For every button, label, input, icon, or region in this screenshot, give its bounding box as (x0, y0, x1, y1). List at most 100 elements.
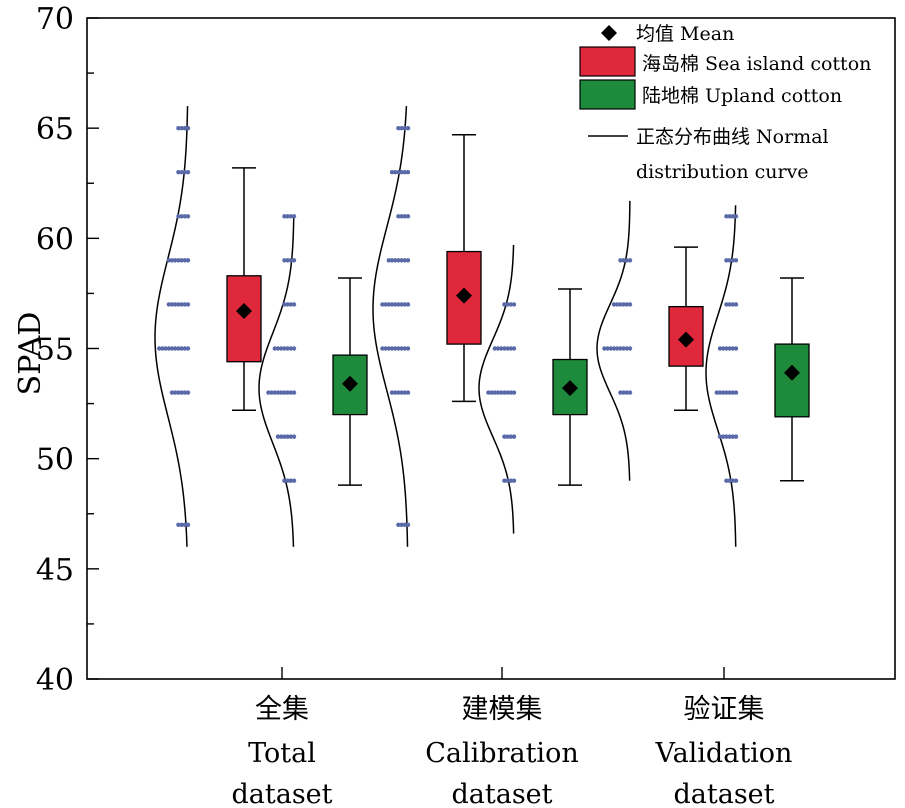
data-point (511, 478, 517, 483)
mean-marker (678, 331, 694, 348)
data-point (383, 302, 388, 307)
data-point (396, 258, 401, 263)
x-category-label-en2: dataset (231, 779, 332, 808)
mean-marker (456, 287, 472, 304)
data-point (402, 125, 407, 131)
x-category-label-en: Validation (655, 738, 793, 769)
data-point (730, 258, 735, 263)
data-point (272, 346, 277, 351)
data-point (386, 258, 391, 263)
data-point (173, 258, 178, 263)
data-point (393, 170, 398, 175)
data-point (279, 346, 284, 351)
data-point (179, 125, 184, 131)
data-point (166, 302, 171, 307)
data-point (285, 478, 290, 483)
data-point (605, 346, 610, 351)
data-point (185, 302, 191, 307)
data-point (724, 258, 729, 263)
data-point (499, 390, 504, 395)
data-point (269, 390, 274, 395)
data-point (402, 346, 407, 351)
y-tick-label: 65 (36, 112, 74, 147)
data-point (724, 390, 729, 395)
normal-distribution-curve (154, 106, 189, 547)
data-point (285, 390, 290, 395)
data-point (288, 258, 293, 263)
legend-upland-swatch (579, 79, 636, 110)
data-point (511, 346, 517, 351)
data-point (179, 390, 184, 395)
data-point (724, 346, 729, 351)
data-point (502, 434, 507, 439)
legend-mean-marker (601, 25, 617, 41)
data-point (179, 214, 184, 219)
normal-distribution-curve (258, 216, 295, 547)
data-point (173, 302, 178, 307)
data-point (176, 390, 181, 395)
data-point (275, 434, 281, 439)
data-point (169, 258, 175, 263)
data-point (282, 214, 287, 219)
data-point (176, 522, 181, 527)
data-point (624, 346, 629, 351)
data-point (405, 170, 411, 175)
data-point (511, 302, 517, 307)
data-point (399, 346, 404, 351)
data-point (291, 214, 297, 219)
data-point (627, 302, 633, 307)
data-point (282, 434, 287, 439)
data-point (717, 346, 723, 351)
x-category-label-en2: dataset (673, 779, 774, 808)
data-point (389, 390, 395, 395)
data-point (733, 478, 739, 483)
data-point (399, 214, 404, 219)
data-point (160, 346, 165, 351)
data-point (727, 214, 732, 219)
data-point (724, 434, 729, 439)
data-point (721, 434, 726, 439)
data-point (727, 346, 732, 351)
data-point (405, 390, 411, 395)
data-point (182, 170, 187, 175)
data-point (611, 302, 617, 307)
data-point (733, 214, 739, 219)
data-point (627, 390, 633, 395)
data-point (176, 125, 181, 131)
data-point (389, 302, 395, 307)
data-point (733, 258, 739, 263)
data-point (185, 170, 191, 175)
data-point (291, 302, 297, 307)
mean-marker (342, 375, 358, 392)
legend-normal-label-2: distribution curve (636, 161, 809, 183)
data-point (405, 302, 411, 307)
data-point (618, 302, 623, 307)
data-point (733, 434, 739, 439)
y-axis-label: SPAD (13, 312, 48, 396)
data-point (730, 478, 735, 483)
data-point (266, 390, 271, 395)
data-point (727, 434, 732, 439)
x-category-label-cn: 建模集 (462, 694, 543, 725)
data-point (173, 346, 178, 351)
data-point (176, 346, 181, 351)
data-point (399, 258, 404, 263)
mean-marker (784, 364, 800, 381)
box-group (705, 205, 810, 547)
data-point (389, 258, 395, 263)
legend-normal-label-1: 正态分布曲线 Normal (636, 126, 829, 148)
data-point (182, 214, 187, 219)
data-point (402, 390, 407, 395)
data-point (508, 346, 513, 351)
data-point (291, 390, 297, 395)
data-point (505, 302, 510, 307)
data-point (185, 125, 191, 131)
data-point (505, 434, 510, 439)
data-point (505, 346, 510, 351)
data-point (724, 214, 729, 219)
data-point (169, 346, 175, 351)
data-point (176, 258, 181, 263)
normal-distribution-curve (372, 106, 409, 547)
legend-sea-label: 海岛棉 Sea island cotton (642, 53, 871, 75)
data-point (724, 302, 729, 307)
